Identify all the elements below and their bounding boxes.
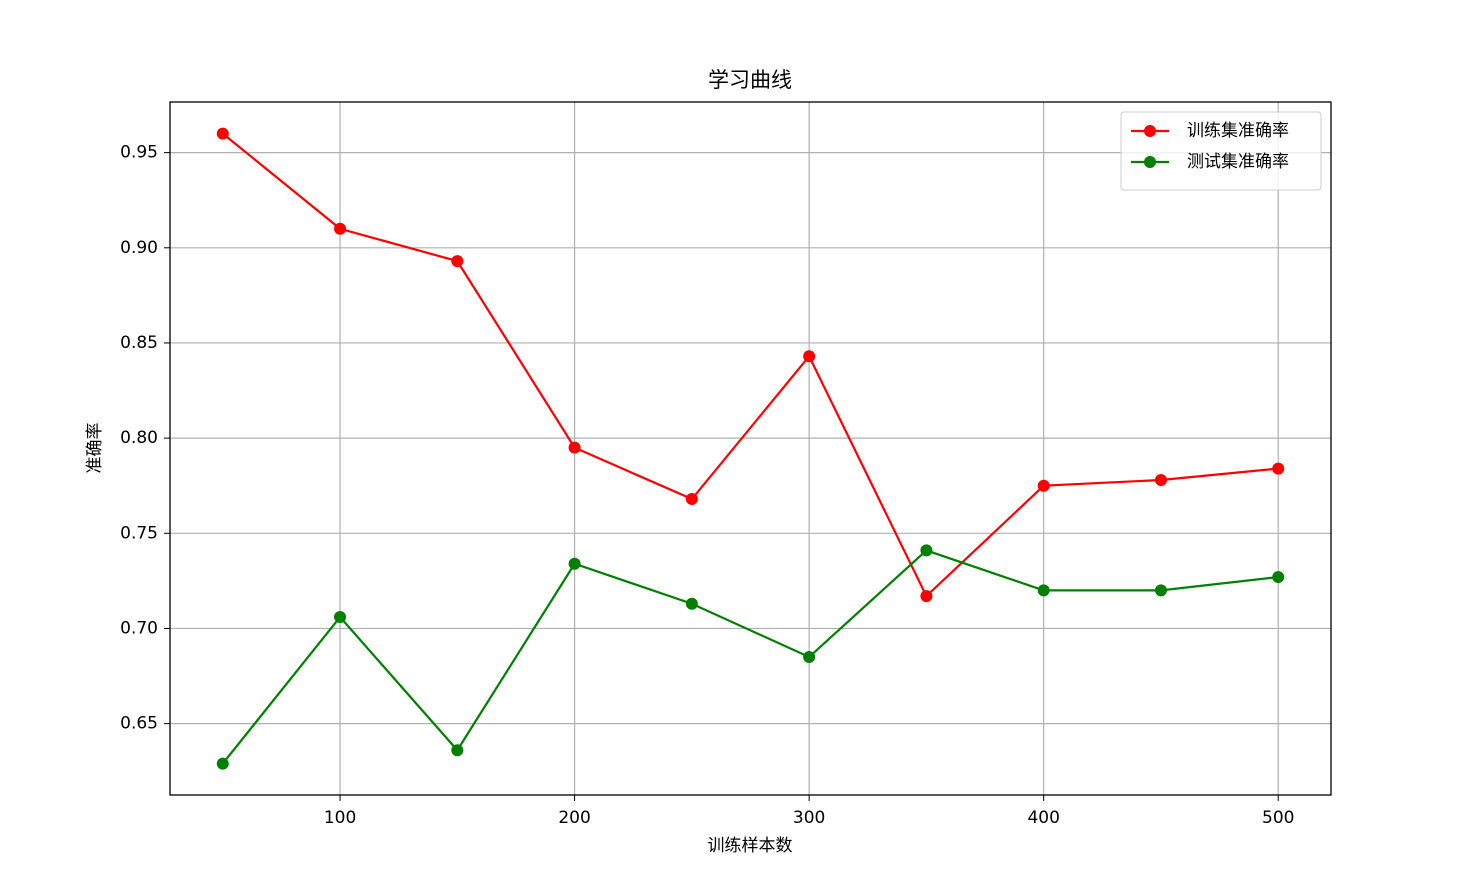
point (1037, 479, 1050, 492)
x-tick-label: 200 (558, 808, 590, 828)
point (1272, 571, 1285, 584)
legend-box (1120, 111, 1322, 191)
point (568, 441, 581, 454)
point (1154, 474, 1167, 486)
point (685, 597, 698, 610)
point (451, 744, 464, 757)
point (1037, 584, 1050, 597)
series-line (221, 549, 1279, 765)
legend-marker (1144, 156, 1156, 168)
y-axis-label: 准确率 (85, 423, 105, 474)
point (334, 611, 347, 624)
point (216, 757, 229, 770)
point (451, 255, 464, 268)
y-tick-label: 0.90 (120, 238, 158, 258)
y-tick-label: 0.85 (120, 333, 158, 353)
plot-frame (169, 101, 1332, 796)
y-tick-label: 0.65 (120, 714, 158, 734)
chart-title: 学习曲线 (708, 68, 792, 92)
point (334, 222, 347, 235)
point (216, 127, 229, 140)
point (920, 590, 933, 603)
point (803, 651, 816, 664)
y-tick-label: 0.95 (120, 143, 158, 163)
x-tick-label: 100 (324, 808, 356, 828)
point (1154, 584, 1167, 597)
legend-label: 训练集准确率 (1187, 121, 1289, 141)
legend-marker (1144, 125, 1156, 137)
x-tick-label: 500 (1262, 808, 1294, 828)
x-tick-label: 300 (793, 808, 825, 828)
x-tick-label: 400 (1027, 808, 1059, 828)
y-tick-label: 0.75 (120, 523, 158, 543)
point (685, 493, 698, 506)
point (803, 350, 816, 363)
point (920, 544, 933, 557)
point (1272, 462, 1285, 475)
point (568, 557, 581, 570)
y-tick-label: 0.80 (120, 428, 158, 448)
series-line (222, 132, 1279, 598)
legend-label: 测试集准确率 (1187, 152, 1289, 172)
x-axis-label: 训练样本数 (708, 836, 793, 856)
y-tick-label: 0.70 (120, 618, 158, 638)
